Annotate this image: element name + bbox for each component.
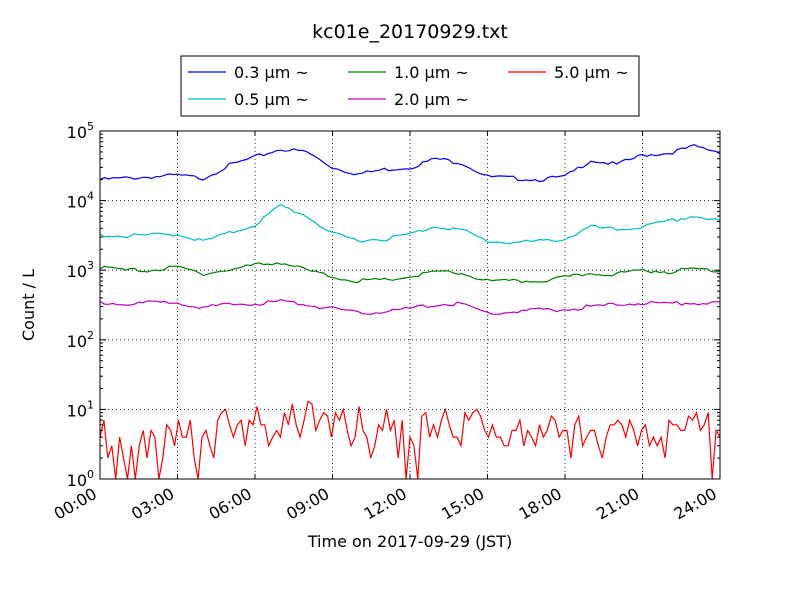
legend-label: 2.0 μm ~ bbox=[394, 90, 469, 109]
legend-label: 0.3 μm ~ bbox=[234, 63, 309, 82]
legend-label: 5.0 μm ~ bbox=[554, 63, 629, 82]
grid bbox=[100, 131, 720, 479]
series-lines bbox=[100, 144, 720, 479]
y-axis-label: Count / L bbox=[19, 269, 38, 341]
y-tick-label: 104 bbox=[67, 190, 94, 212]
legend-box bbox=[180, 55, 640, 117]
series-line-2 bbox=[100, 262, 720, 284]
x-axis-label: Time on 2017-09-29 (JST) bbox=[307, 532, 512, 551]
legend-label: 1.0 μm ~ bbox=[394, 63, 469, 82]
series-line-1 bbox=[100, 203, 720, 245]
series-line-3 bbox=[100, 298, 720, 315]
y-tick-label: 103 bbox=[67, 259, 94, 281]
legend: 0.3 μm ~ 0.5 μm ~ 1.0 μm ~ 2.0 μm ~ 5.0 μm ~ bbox=[180, 55, 640, 117]
y-tick-label: 105 bbox=[67, 120, 94, 142]
y-tick-label: 101 bbox=[67, 398, 94, 420]
series-line-4 bbox=[100, 400, 720, 479]
y-tick-label: 102 bbox=[67, 329, 94, 351]
y-tick-label: 100 bbox=[67, 468, 94, 490]
series-line-0 bbox=[100, 144, 720, 183]
chart-title: kc01e_20170929.txt bbox=[312, 21, 508, 43]
legend-label: 0.5 μm ~ bbox=[234, 90, 309, 109]
